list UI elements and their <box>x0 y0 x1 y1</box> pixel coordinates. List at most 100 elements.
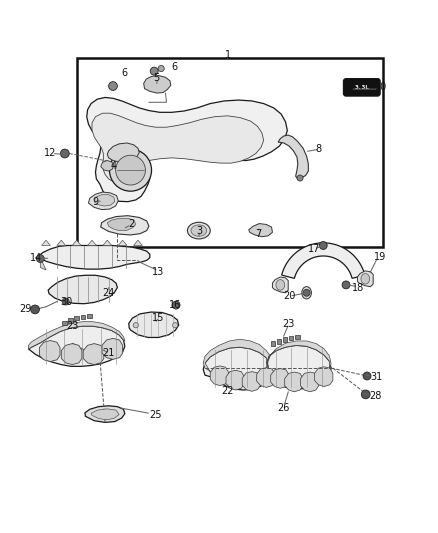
Circle shape <box>297 175 303 181</box>
Polygon shape <box>48 275 117 304</box>
Polygon shape <box>300 372 319 392</box>
Polygon shape <box>107 143 139 162</box>
Polygon shape <box>357 271 373 287</box>
Text: 28: 28 <box>370 391 382 401</box>
Text: 3.3L: 3.3L <box>354 85 369 90</box>
Text: 23: 23 <box>66 321 78 330</box>
Circle shape <box>31 305 39 314</box>
Text: 16: 16 <box>169 300 181 310</box>
Polygon shape <box>57 240 66 246</box>
Circle shape <box>62 298 69 305</box>
Text: 1: 1 <box>225 50 231 60</box>
Text: 31: 31 <box>371 372 383 382</box>
Text: 29: 29 <box>19 304 32 314</box>
Polygon shape <box>28 322 125 349</box>
Text: 26: 26 <box>278 402 290 413</box>
Polygon shape <box>271 368 289 388</box>
Text: 6: 6 <box>122 68 128 78</box>
Polygon shape <box>102 338 123 359</box>
Bar <box>289 336 293 340</box>
FancyBboxPatch shape <box>343 78 380 96</box>
Text: 15: 15 <box>152 313 165 323</box>
Ellipse shape <box>187 222 210 239</box>
Circle shape <box>133 322 138 328</box>
Circle shape <box>110 149 152 191</box>
Bar <box>62 321 67 325</box>
Polygon shape <box>272 277 288 293</box>
Bar <box>277 339 281 344</box>
Polygon shape <box>267 345 331 389</box>
Polygon shape <box>118 240 127 246</box>
Circle shape <box>60 149 69 158</box>
Polygon shape <box>87 98 287 201</box>
Text: 21: 21 <box>102 348 115 358</box>
Text: 6: 6 <box>171 62 177 72</box>
Polygon shape <box>257 368 275 387</box>
Text: 4: 4 <box>111 161 117 171</box>
Circle shape <box>158 66 164 71</box>
Polygon shape <box>203 347 272 390</box>
Polygon shape <box>61 344 82 365</box>
Text: 10: 10 <box>375 82 387 92</box>
Polygon shape <box>134 240 142 246</box>
Polygon shape <box>101 160 114 171</box>
Polygon shape <box>85 406 125 423</box>
Text: 22: 22 <box>222 386 234 397</box>
Circle shape <box>342 281 350 289</box>
Polygon shape <box>40 258 46 270</box>
Polygon shape <box>210 366 229 386</box>
Polygon shape <box>88 240 96 246</box>
Polygon shape <box>94 195 115 206</box>
Polygon shape <box>88 192 118 209</box>
Text: 13: 13 <box>152 266 164 277</box>
Bar <box>271 342 275 346</box>
Circle shape <box>150 67 158 75</box>
Polygon shape <box>91 409 119 420</box>
Text: 23: 23 <box>282 319 294 329</box>
Ellipse shape <box>191 225 207 236</box>
Circle shape <box>172 301 180 309</box>
Text: 12: 12 <box>44 148 57 158</box>
Ellipse shape <box>276 280 285 290</box>
Bar <box>68 318 73 322</box>
Bar <box>283 337 287 342</box>
Text: 7: 7 <box>255 229 261 239</box>
Ellipse shape <box>361 273 370 284</box>
Polygon shape <box>92 113 264 182</box>
Polygon shape <box>249 223 272 237</box>
Ellipse shape <box>302 287 311 299</box>
Polygon shape <box>144 76 171 93</box>
Circle shape <box>303 289 310 296</box>
Text: 14: 14 <box>30 253 42 263</box>
Text: 30: 30 <box>60 297 73 308</box>
Polygon shape <box>28 326 125 366</box>
Polygon shape <box>39 341 60 361</box>
Polygon shape <box>129 312 179 337</box>
Bar <box>77 59 383 247</box>
Circle shape <box>173 322 178 328</box>
Polygon shape <box>278 135 308 179</box>
Text: 18: 18 <box>352 282 364 293</box>
Polygon shape <box>242 372 261 391</box>
Circle shape <box>363 372 371 380</box>
Text: 25: 25 <box>149 409 162 419</box>
Circle shape <box>361 390 370 399</box>
Polygon shape <box>226 370 244 390</box>
Polygon shape <box>314 367 333 386</box>
Text: 17: 17 <box>308 244 321 254</box>
Text: 19: 19 <box>374 252 386 262</box>
Circle shape <box>116 155 145 185</box>
Bar <box>81 314 85 319</box>
Polygon shape <box>42 240 50 246</box>
Polygon shape <box>83 344 104 365</box>
Polygon shape <box>103 240 112 246</box>
Bar <box>295 335 300 339</box>
Polygon shape <box>107 219 136 231</box>
Polygon shape <box>101 216 149 235</box>
Text: 3: 3 <box>196 227 202 237</box>
Text: 9: 9 <box>92 197 99 207</box>
Bar <box>87 314 92 318</box>
Polygon shape <box>285 372 303 392</box>
Polygon shape <box>203 339 272 382</box>
Text: 8: 8 <box>316 144 322 154</box>
